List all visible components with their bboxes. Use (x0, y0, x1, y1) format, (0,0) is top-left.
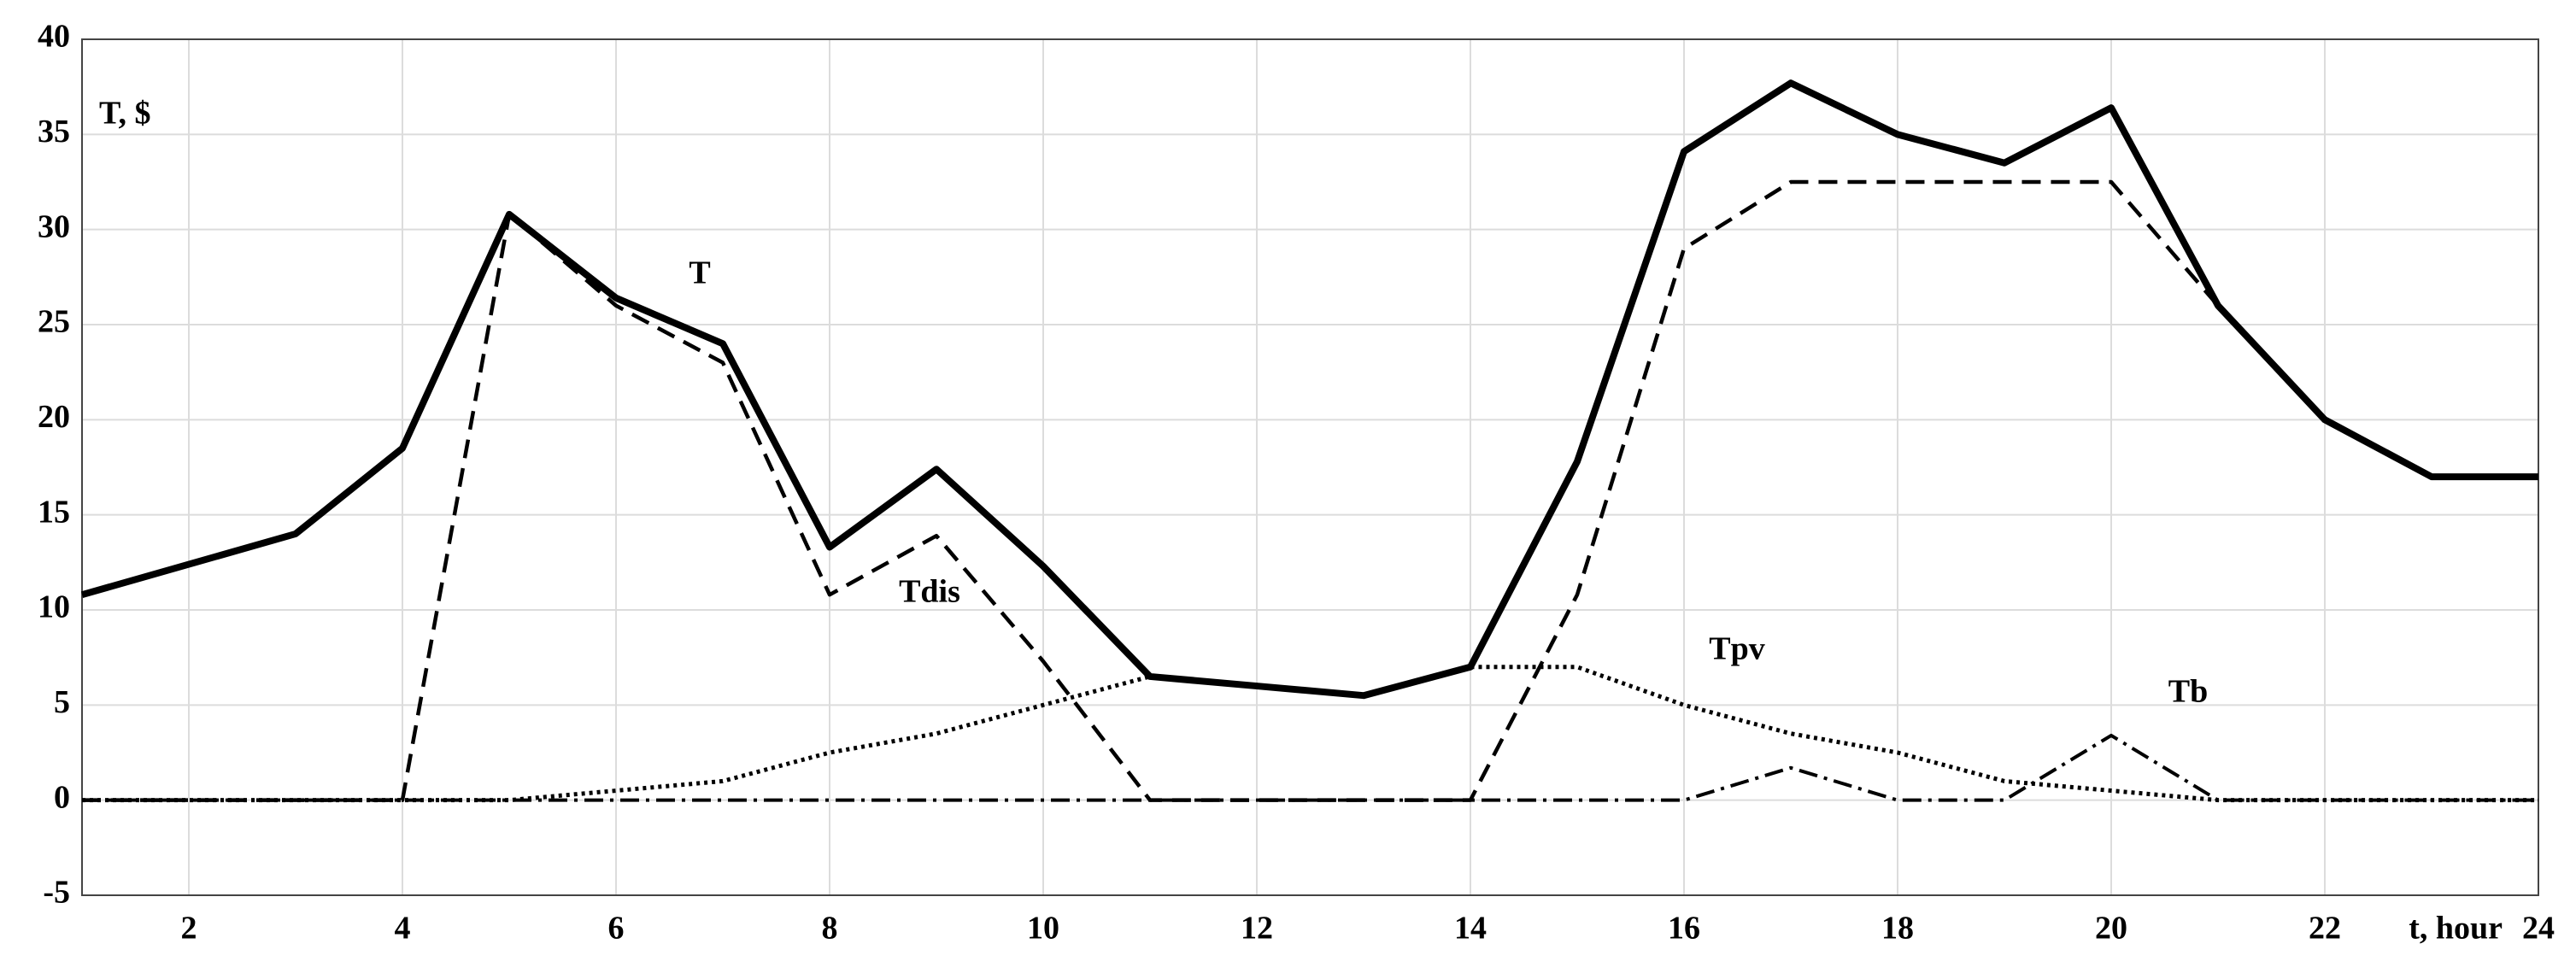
series-label: Tdis (899, 574, 960, 610)
series-label: Tpv (1709, 631, 1764, 667)
y-tick-label: 15 (38, 494, 70, 530)
series-label: T (689, 255, 710, 291)
series-line (82, 665, 2538, 803)
y-tick-label: 20 (38, 399, 70, 435)
y-tick-label: 0 (54, 779, 70, 815)
series-label: Tb (2168, 674, 2208, 710)
y-tick-label: 25 (38, 304, 70, 340)
y-tick-label: 40 (38, 19, 70, 55)
x-tick-label: 6 (608, 911, 625, 947)
series-line (82, 179, 2538, 802)
x-tick-label: 14 (1454, 911, 1487, 947)
x-tick-label: 8 (822, 911, 838, 947)
x-tick-label: 16 (1668, 911, 1700, 947)
x-tick-label: 12 (1241, 911, 1273, 947)
plot-frame (81, 38, 2539, 896)
y-tick-label: 10 (38, 589, 70, 625)
x-tick-label: 22 (2309, 911, 2341, 947)
plot-area (82, 39, 2538, 895)
y-tick-label: 5 (54, 684, 70, 720)
x-tick-label: 4 (395, 911, 411, 947)
x-tick-label: 24 (2522, 911, 2555, 947)
x-tick-label: 10 (1027, 911, 1059, 947)
x-tick-label: 18 (1881, 911, 1914, 947)
series-line (80, 79, 2538, 700)
x-tick-label: 2 (181, 911, 197, 947)
x-axis-label: t, hour (2409, 911, 2503, 947)
y-tick-label: -5 (43, 875, 70, 911)
y-tick-label: 30 (38, 208, 70, 244)
y-axis-label: T, $ (99, 96, 151, 132)
y-tick-label: 35 (38, 114, 70, 149)
x-tick-label: 20 (2095, 911, 2127, 947)
